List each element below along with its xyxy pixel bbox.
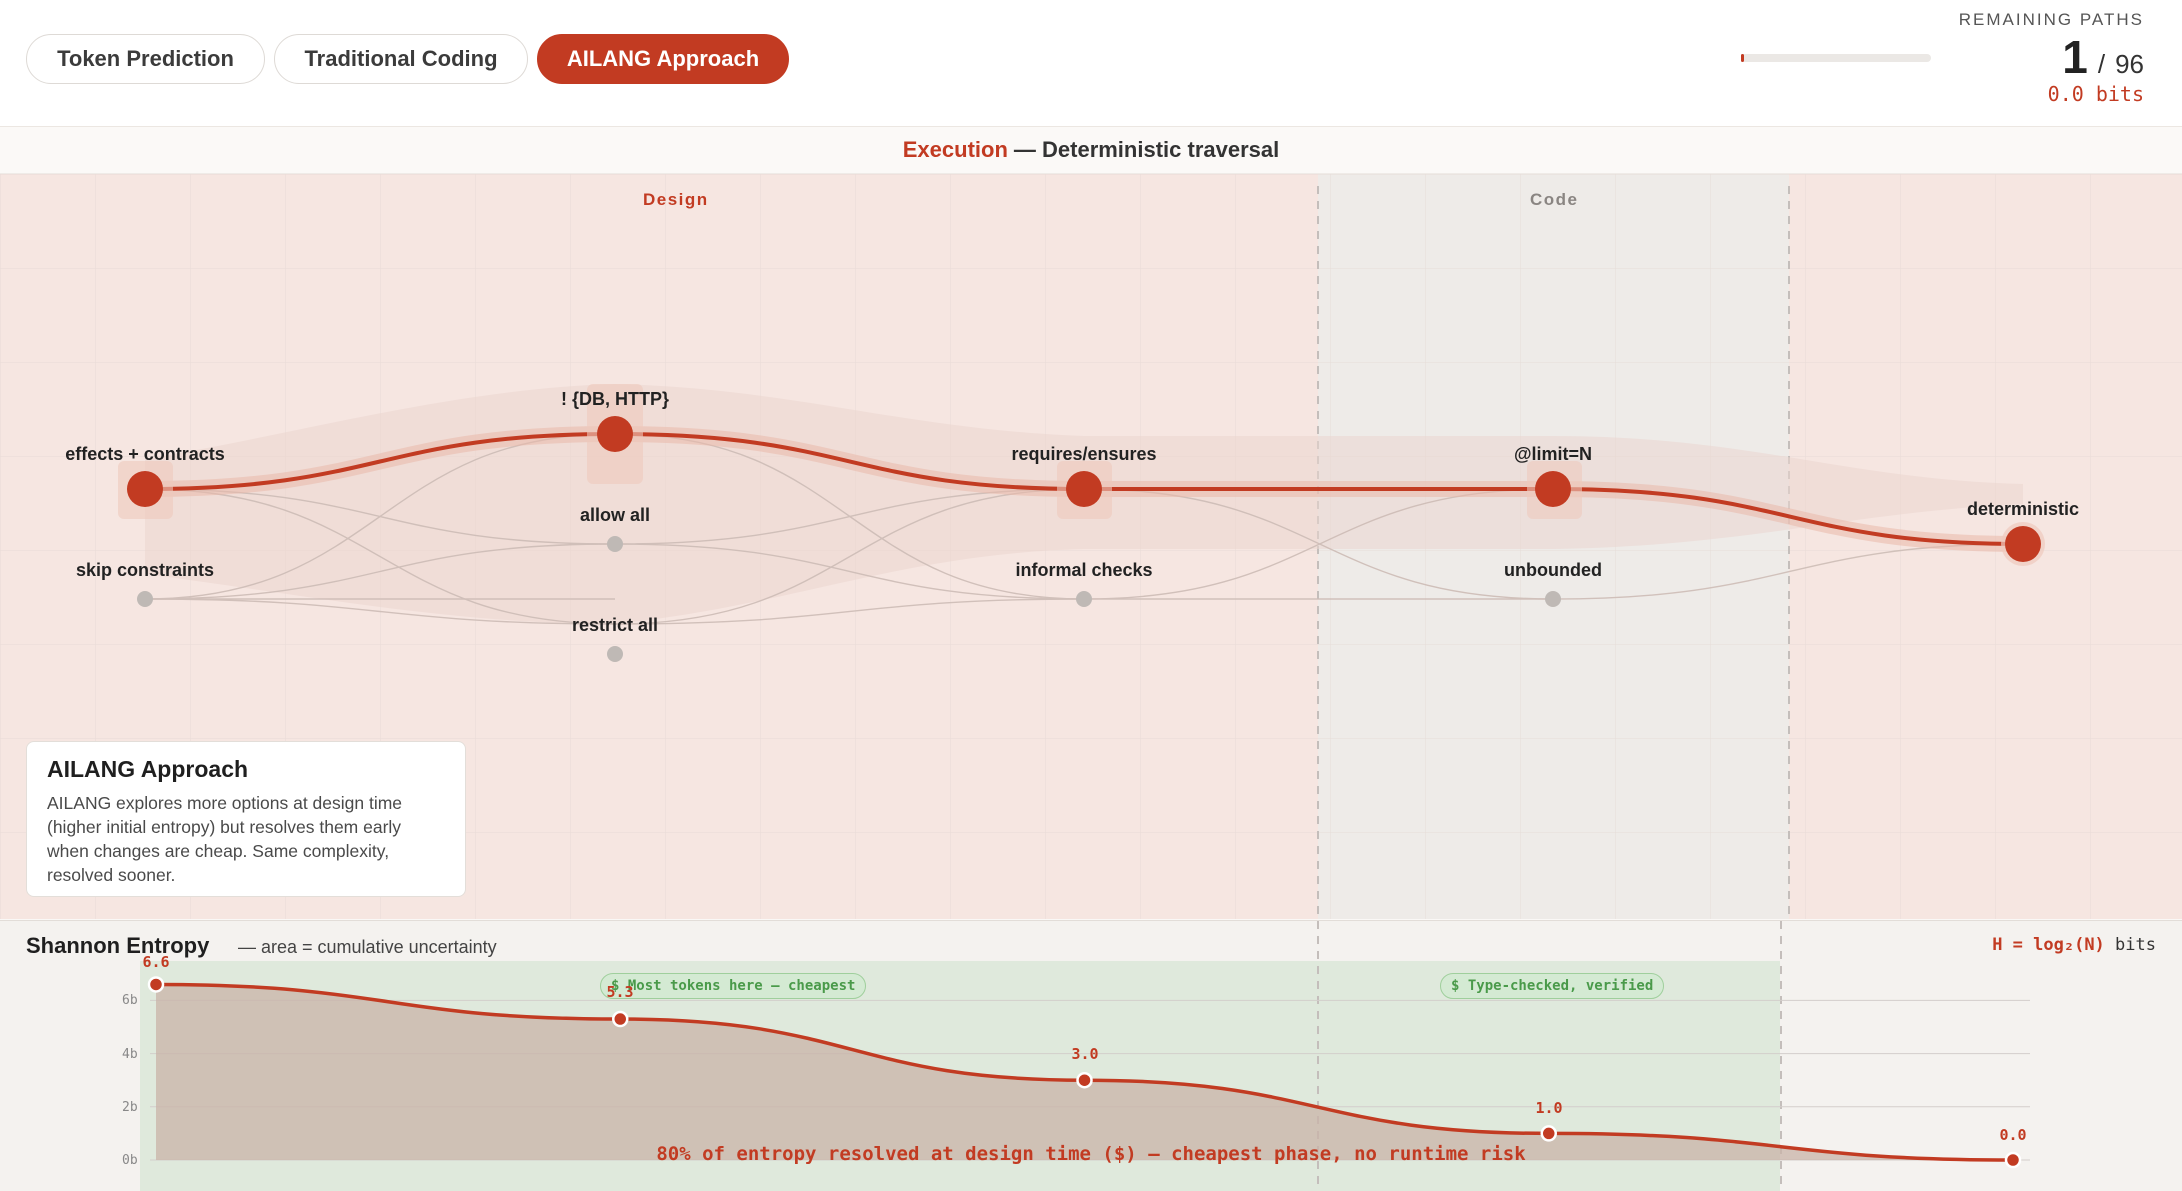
label-limit-n: @limit=N — [1513, 444, 1593, 464]
info-card: AILANG Approach AILANG explores more opt… — [26, 741, 466, 897]
paths-progress-bar — [1741, 54, 1931, 62]
entropy-point-label-4: 0.0 — [1999, 1126, 2027, 1144]
top-bar: Token Prediction Traditional Coding AILA… — [0, 0, 2182, 127]
entropy-point-3 — [1540, 1125, 1557, 1142]
label-deterministic: deterministic — [1966, 499, 2080, 519]
node-allow-all[interactable] — [607, 536, 623, 552]
phase-label-code: Code — [1530, 190, 1579, 209]
remaining-paths-total: 96 — [2115, 49, 2144, 79]
label-unbounded: unbounded — [1504, 560, 1602, 580]
node-db-http[interactable] — [597, 416, 633, 452]
node-effects-contracts[interactable] — [127, 471, 163, 507]
ytick-4: 4b — [122, 1047, 138, 1062]
ytick-0: 0b — [122, 1153, 138, 1168]
entropy-point-label-2: 3.0 — [1071, 1045, 1099, 1063]
node-unbounded[interactable] — [1545, 591, 1561, 607]
entropy-subtitle: — area = cumulative uncertainty — [238, 937, 497, 957]
node-limit-n[interactable] — [1535, 471, 1571, 507]
label-informal-checks: informal checks — [1015, 560, 1153, 580]
entropy-point-label-3: 1.0 — [1535, 1099, 1563, 1117]
label-requires-ensures: requires/ensures — [1011, 444, 1157, 464]
label-skip-constraints: skip constraints — [75, 560, 215, 580]
entropy-panel: Shannon Entropy — area = cumulative unce… — [0, 920, 2182, 1191]
section-title-rest: — Deterministic traversal — [1013, 137, 1280, 162]
ytick-6: 6b — [122, 993, 138, 1008]
entropy-point-1 — [612, 1010, 629, 1028]
remaining-paths-slash: / — [2097, 49, 2106, 79]
info-card-body: AILANG explores more options at design t… — [47, 793, 403, 885]
remaining-paths-label: REMAINING PATHS — [1958, 10, 2144, 29]
entropy-point-label-0: 6.6 — [142, 953, 170, 971]
phase-label-design: Design — [643, 190, 709, 209]
node-skip-constraints[interactable] — [137, 591, 153, 607]
node-deterministic[interactable] — [2005, 526, 2041, 562]
section-title: Execution — Deterministic traversal — [0, 127, 2182, 174]
entropy-area — [156, 984, 2013, 1160]
entropy-title: Shannon Entropy — [26, 933, 210, 958]
tab-ailang-approach[interactable]: AILANG Approach — [537, 34, 789, 84]
entropy-point-4 — [2004, 1151, 2022, 1169]
remaining-bits: 0.0 bits — [2047, 82, 2144, 106]
tab-token-prediction[interactable]: Token Prediction — [26, 34, 265, 84]
paths-progress-fill — [1741, 54, 1744, 62]
label-allow-all: allow all — [579, 505, 651, 525]
entropy-formula-unit: bits — [2115, 935, 2156, 955]
remaining-paths-current: 1 — [2062, 31, 2088, 83]
node-restrict-all[interactable] — [607, 646, 623, 662]
selected-path — [144, 431, 2024, 546]
label-db-http: ! {DB, HTTP} — [561, 389, 669, 409]
entropy-point-label-1: 5.3 — [606, 983, 634, 1001]
node-requires-ensures[interactable] — [1066, 471, 1102, 507]
tab-traditional-coding[interactable]: Traditional Coding — [274, 34, 528, 84]
label-effects-contracts: effects + contracts — [65, 444, 225, 464]
badge-design-cheapest: $ Most tokens here — cheapest — [600, 973, 867, 999]
badge-type-checked: $ Type-checked, verified — [1440, 973, 1665, 999]
entropy-chart — [140, 921, 2030, 1191]
info-card-title: AILANG Approach — [47, 756, 249, 782]
ytick-2: 2b — [122, 1100, 138, 1115]
remaining-paths-count: 1 / 96 — [2062, 30, 2144, 84]
entropy-point-2 — [1076, 1071, 1093, 1089]
entropy-point-0 — [147, 976, 165, 993]
label-restrict-all: restrict all — [571, 615, 659, 635]
entropy-formula: H = log₂(N) bits — [1992, 935, 2156, 955]
node-informal-checks[interactable] — [1076, 591, 1092, 607]
entropy-bottom-note: 80% of entropy resolved at design time (… — [656, 1143, 1526, 1165]
section-title-accent: Execution — [902, 137, 1008, 162]
entropy-formula-expr: H = log₂(N) — [1992, 935, 2105, 955]
